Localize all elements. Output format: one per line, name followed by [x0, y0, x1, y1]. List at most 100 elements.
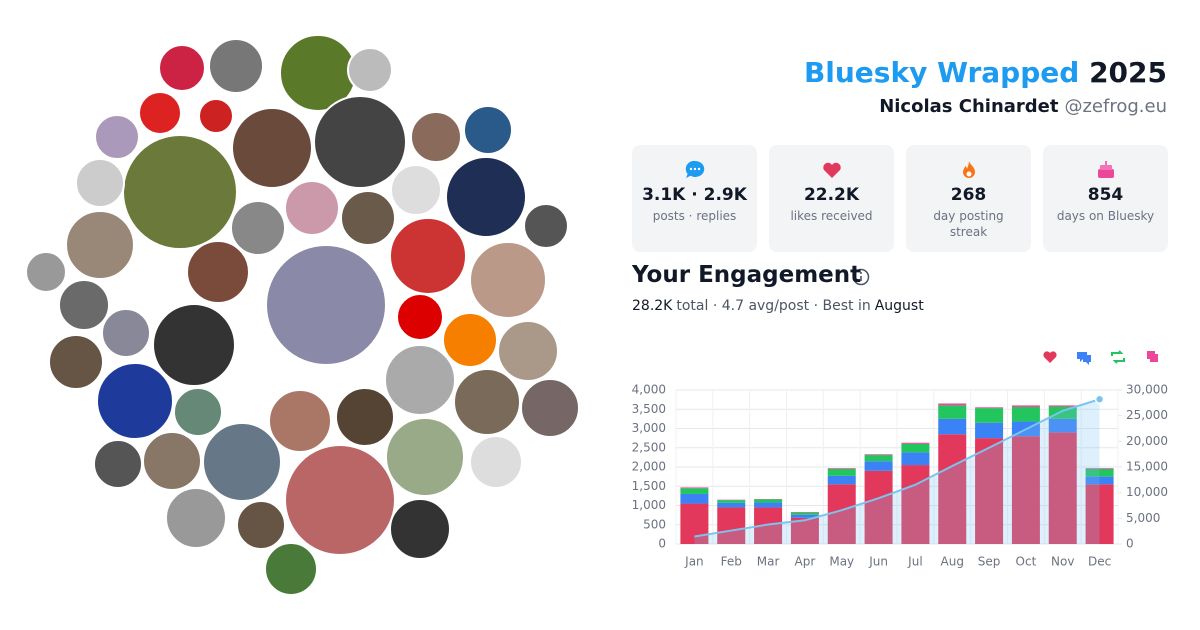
- legend-icon: [1111, 350, 1125, 364]
- legend: [1043, 350, 1158, 365]
- avatar: [152, 303, 236, 387]
- avatar: [230, 200, 286, 256]
- avatar: [173, 387, 223, 437]
- x-tick-label: Jan: [684, 555, 704, 569]
- avatar: [231, 107, 313, 189]
- avatar: [469, 435, 523, 489]
- x-tick-label: Apr: [795, 555, 816, 569]
- stat-label: likes received: [790, 209, 873, 223]
- avatar: [445, 156, 527, 238]
- avatar: [335, 387, 395, 447]
- bar-segment: [975, 438, 1004, 544]
- avatar: [523, 203, 569, 249]
- avatar: [48, 334, 104, 390]
- y2-tick-label: 10,000: [1126, 485, 1168, 499]
- avatar: [313, 95, 407, 189]
- summary: 28.2K total · 4.7 avg/post · Best in Augus…: [632, 298, 928, 314]
- bar-segment: [827, 468, 856, 476]
- y-tick-label: 2,000: [632, 460, 666, 474]
- avatar: [101, 308, 151, 358]
- avatar: [284, 180, 340, 236]
- engagement-chart: 0 500 1,000 1,500 2,000 2,500 3,000 3,500 4,000 0…: [632, 383, 1168, 569]
- bar-segment: [864, 461, 893, 471]
- bar-segment: [938, 418, 967, 435]
- icon: [1097, 161, 1114, 178]
- y-tick-label: 500: [643, 517, 666, 531]
- avatar: [497, 320, 559, 382]
- x-tick-label: Sep: [978, 555, 1001, 569]
- legend-item[interactable]: [1147, 351, 1158, 362]
- bar-segment: [975, 407, 1004, 409]
- bar-segment: [901, 465, 930, 544]
- bar-segment: [754, 499, 783, 503]
- bar-segment: [1048, 418, 1077, 433]
- avatar: [347, 47, 393, 93]
- avatar: [390, 164, 442, 216]
- y-tick-label: 0: [658, 537, 666, 551]
- bar-segment: [680, 493, 709, 504]
- avatar: [96, 362, 174, 440]
- x-tick-label: Nov: [1051, 555, 1074, 569]
- avatar: [75, 158, 125, 208]
- stat-value: 268: [950, 185, 987, 205]
- bar-segment: [938, 434, 967, 544]
- bar-segment: [864, 470, 893, 544]
- x-tick-label: Dec: [1088, 555, 1111, 569]
- bar-segment: [717, 500, 746, 503]
- avatar: [396, 293, 444, 341]
- x-tick-label: Jun: [868, 555, 888, 569]
- avatar: [198, 98, 234, 134]
- bar-segment: [975, 422, 1004, 439]
- y-tick-label: 4,000: [632, 383, 666, 397]
- stat-value: 22.2K: [803, 185, 860, 205]
- title: Bluesky Wrapped 2025: [804, 56, 1167, 89]
- bar-segment: [901, 452, 930, 466]
- avatar: [268, 389, 332, 453]
- info-icon[interactable]: [852, 268, 870, 286]
- y2-tick-label: 0: [1126, 537, 1134, 551]
- x-tick-label: Feb: [721, 555, 742, 569]
- avatar: [520, 378, 580, 438]
- avatar: [220, 364, 276, 420]
- bar-segment: [1085, 476, 1114, 485]
- bar-segment: [680, 487, 709, 489]
- bar-segment: [790, 512, 819, 515]
- user-handle: @zefrog.eu: [1064, 96, 1167, 117]
- x-tick-label: May: [829, 555, 854, 569]
- line-end-marker: [1094, 394, 1105, 404]
- bar-segment: [790, 514, 819, 518]
- bar-segment: [864, 455, 893, 462]
- legend-item[interactable]: [1043, 351, 1057, 363]
- avatar: [138, 91, 182, 135]
- bar-segment: [938, 405, 967, 419]
- avatar: [284, 444, 396, 556]
- bar-segment: [827, 484, 856, 544]
- stat-label: posts · replies: [652, 209, 737, 223]
- bar-segment: [1085, 468, 1114, 469]
- avatar: [410, 111, 462, 163]
- stat-card: 854 days on Bluesky: [1043, 145, 1168, 252]
- legend-icon: [1043, 351, 1057, 363]
- legend-item[interactable]: [1111, 350, 1125, 364]
- bar-segment: [1011, 405, 1040, 407]
- subtitle: Nicolas Chinardet @zefrog.eu: [879, 96, 1167, 117]
- y-tick-label: 2,500: [632, 440, 666, 454]
- avatar: [93, 439, 143, 489]
- y-tick-label: 3,000: [632, 421, 666, 435]
- bar-segment: [864, 454, 893, 456]
- bar-segment: [717, 507, 746, 544]
- y2-tick-label: 5,000: [1126, 511, 1160, 525]
- avatar: [389, 498, 451, 560]
- icon: [685, 160, 704, 178]
- line: [694, 398, 1100, 538]
- user-name: Nicolas Chinardet: [879, 96, 1059, 117]
- bar-segment: [901, 442, 930, 444]
- legend-item[interactable]: [1077, 352, 1091, 365]
- avatar: [385, 417, 465, 497]
- stat-label: days on Bluesky: [1056, 209, 1155, 223]
- bar-segment: [1048, 432, 1077, 544]
- avatar: [58, 279, 110, 331]
- bar-segment: [1011, 436, 1040, 544]
- avatar: [265, 244, 387, 366]
- x-tick-label: Oct: [1016, 555, 1037, 569]
